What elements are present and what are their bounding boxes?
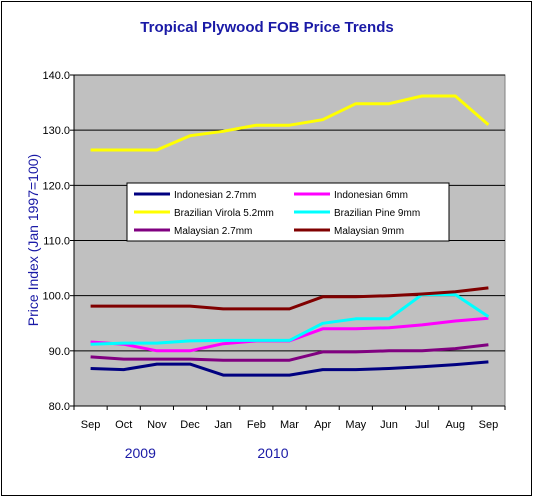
series-lines: [90, 94, 490, 377]
y-tick-label: 110.0: [43, 236, 70, 248]
legend-label: Brazilian Pine 9mm: [334, 208, 420, 219]
y-tick-label: 120.0: [42, 180, 70, 192]
legend-box: [126, 182, 450, 242]
legend-label: Brazilian Virola 5.2mm: [174, 208, 274, 219]
x-tick-label: Nov: [147, 419, 167, 431]
y-tick-label: 100.0: [42, 291, 70, 303]
x-tick-label: Jun: [380, 419, 398, 431]
y-tick-labels: 80.0 90.0 100.0 110.0 120.0 130.0 140.0: [42, 70, 70, 413]
y-tick-label: 130.0: [42, 125, 70, 137]
legend-label: Malaysian 9mm: [334, 226, 404, 237]
x-tick-label: Dec: [180, 419, 200, 431]
year-label: 2010: [257, 445, 288, 461]
x-tick-label: Oct: [115, 419, 132, 431]
chart-title: Tropical Plywood FOB Price Trends: [140, 19, 394, 36]
year-label: 2009: [125, 445, 156, 461]
series-line: [90, 286, 489, 311]
x-tick-label: Feb: [247, 419, 266, 431]
series-line: [90, 94, 490, 152]
legend: Indonesian 2.7mm Indonesian 6mm Brazilian …: [126, 182, 450, 242]
y-tick-label: 90.0: [49, 346, 70, 358]
legend-label: Indonesian 6mm: [334, 190, 408, 201]
x-tick-label: May: [345, 419, 366, 431]
legend-label: Malaysian 2.7mm: [174, 226, 252, 237]
y-tick-label: 140.0: [42, 70, 70, 82]
series-line: [90, 360, 489, 377]
x-tick-label: Apr: [314, 419, 331, 431]
x-tick-label: Sep: [479, 419, 499, 431]
x-tick-label: Sep: [81, 419, 101, 431]
x-tick-label: Jul: [415, 419, 429, 431]
x-tick-label: Aug: [445, 419, 465, 431]
axes: [70, 74, 506, 410]
y-tick-label: 80.0: [49, 401, 70, 413]
x-tick-labels: Sep Oct Nov Dec Jan Feb Mar Apr May Jun Jul Aug Sep: [81, 419, 498, 431]
legend-label: Indonesian 2.7mm: [174, 190, 256, 201]
x-tick-label: Jan: [214, 419, 232, 431]
year-labels: 2009 2010: [125, 445, 289, 461]
x-tick-label: Mar: [280, 419, 299, 431]
series-line: [90, 343, 489, 362]
